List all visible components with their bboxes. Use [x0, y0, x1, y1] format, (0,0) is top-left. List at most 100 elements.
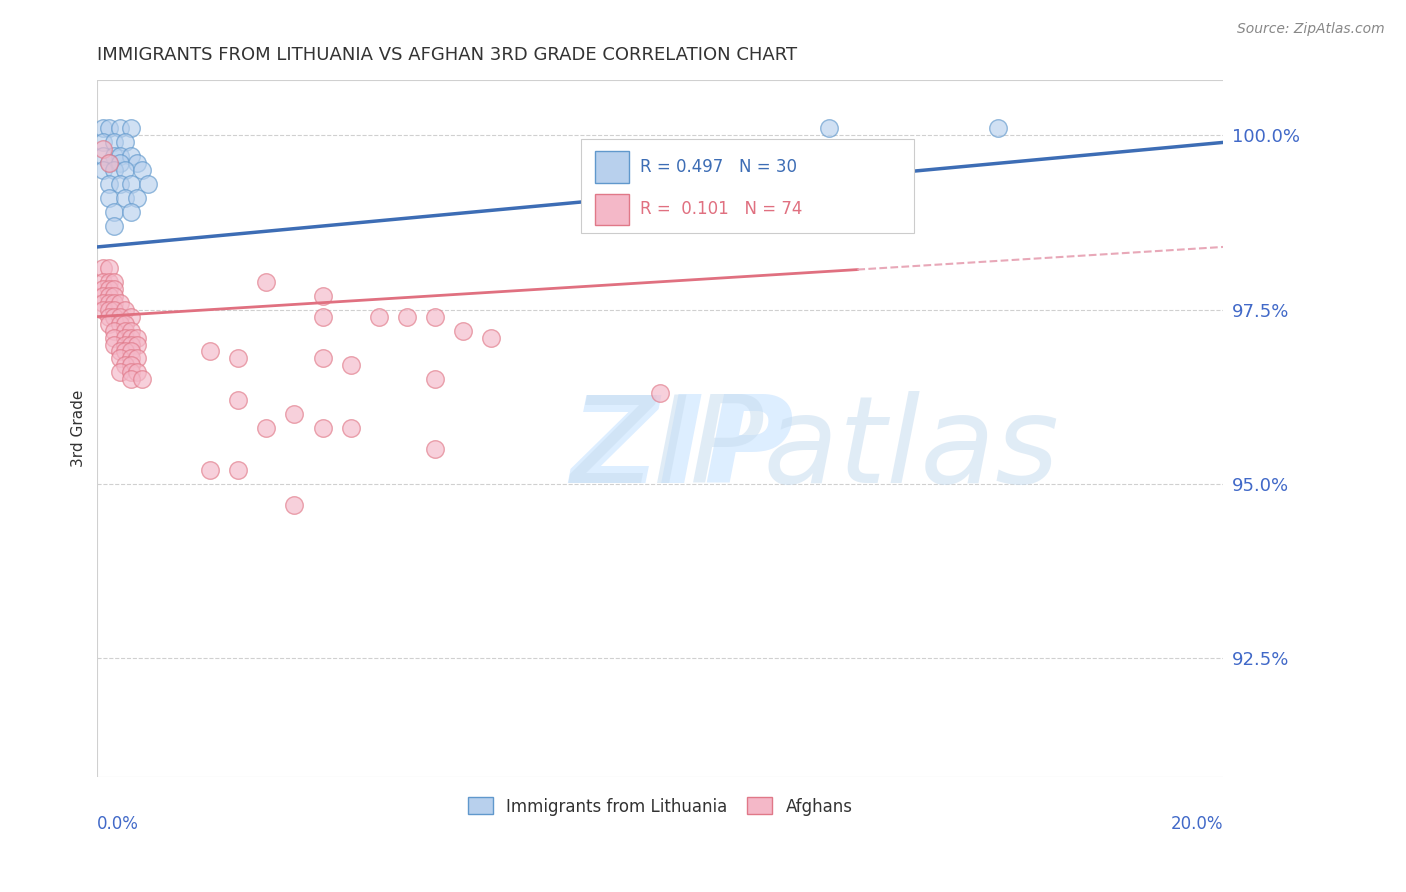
Y-axis label: 3rd Grade: 3rd Grade: [72, 390, 86, 467]
FancyBboxPatch shape: [595, 152, 628, 183]
Point: [91, 282, 114, 296]
Point: [818, 121, 841, 136]
Point: [311, 310, 333, 324]
Point: [97, 178, 120, 192]
Point: [103, 330, 125, 344]
Point: [91, 163, 114, 178]
Point: [91, 136, 114, 150]
Point: [254, 421, 277, 435]
Point: [198, 344, 221, 359]
Point: [103, 219, 125, 233]
Point: [481, 330, 503, 344]
Point: [451, 324, 474, 338]
Point: [120, 359, 142, 373]
Point: [120, 351, 142, 366]
Point: [103, 275, 125, 289]
Point: [91, 149, 114, 163]
Point: [120, 324, 142, 338]
Text: 20.0%: 20.0%: [1171, 815, 1223, 833]
Point: [114, 337, 136, 351]
Point: [108, 310, 131, 324]
Text: IMMIGRANTS FROM LITHUANIA VS AFGHAN 3RD GRADE CORRELATION CHART: IMMIGRANTS FROM LITHUANIA VS AFGHAN 3RD …: [97, 46, 797, 64]
Text: Source: ZipAtlas.com: Source: ZipAtlas.com: [1237, 22, 1385, 37]
Point: [103, 163, 125, 178]
Text: 0.0%: 0.0%: [97, 815, 139, 833]
Point: [114, 136, 136, 150]
Point: [125, 365, 148, 379]
Point: [97, 156, 120, 170]
Point: [311, 421, 333, 435]
Legend: Immigrants from Lithuania, Afghans: Immigrants from Lithuania, Afghans: [463, 792, 858, 821]
Point: [125, 191, 148, 205]
Point: [97, 295, 120, 310]
Point: [311, 289, 333, 303]
Point: [650, 386, 672, 401]
Point: [114, 324, 136, 338]
Text: R =  0.101   N = 74: R = 0.101 N = 74: [640, 201, 803, 219]
Point: [108, 351, 131, 366]
Point: [226, 351, 249, 366]
Point: [120, 121, 142, 136]
Point: [120, 178, 142, 192]
Point: [108, 295, 131, 310]
Point: [108, 156, 131, 170]
Point: [103, 205, 125, 219]
Point: [120, 310, 142, 324]
Point: [97, 282, 120, 296]
Point: [987, 121, 1010, 136]
Point: [108, 344, 131, 359]
Point: [97, 275, 120, 289]
Point: [339, 359, 361, 373]
Point: [120, 372, 142, 386]
Point: [114, 191, 136, 205]
Point: [131, 372, 153, 386]
Point: [198, 463, 221, 477]
Point: [125, 351, 148, 366]
Point: [125, 337, 148, 351]
Point: [131, 163, 153, 178]
Point: [120, 365, 142, 379]
Point: [120, 337, 142, 351]
Point: [120, 344, 142, 359]
Point: [91, 260, 114, 275]
Point: [283, 407, 305, 421]
Point: [97, 317, 120, 331]
Point: [91, 295, 114, 310]
Point: [125, 156, 148, 170]
Point: [423, 372, 446, 386]
Point: [114, 344, 136, 359]
Point: [103, 295, 125, 310]
Text: ZIP: ZIP: [571, 391, 794, 508]
Point: [97, 121, 120, 136]
Point: [136, 178, 159, 192]
Point: [423, 442, 446, 456]
Point: [125, 330, 148, 344]
Text: R = 0.497   N = 30: R = 0.497 N = 30: [640, 158, 797, 176]
Point: [97, 289, 120, 303]
Point: [108, 149, 131, 163]
Point: [367, 310, 389, 324]
Point: [108, 317, 131, 331]
Point: [423, 310, 446, 324]
Point: [97, 191, 120, 205]
Point: [108, 121, 131, 136]
Point: [103, 324, 125, 338]
Point: [114, 359, 136, 373]
FancyBboxPatch shape: [582, 139, 914, 233]
Point: [395, 310, 418, 324]
Point: [254, 275, 277, 289]
Point: [103, 282, 125, 296]
Point: [114, 330, 136, 344]
Point: [108, 365, 131, 379]
Point: [97, 260, 120, 275]
Point: [311, 351, 333, 366]
Point: [226, 393, 249, 408]
Point: [114, 302, 136, 317]
Point: [97, 310, 120, 324]
Point: [103, 337, 125, 351]
Point: [226, 463, 249, 477]
Point: [91, 289, 114, 303]
Point: [103, 310, 125, 324]
Point: [91, 302, 114, 317]
Point: [283, 498, 305, 512]
